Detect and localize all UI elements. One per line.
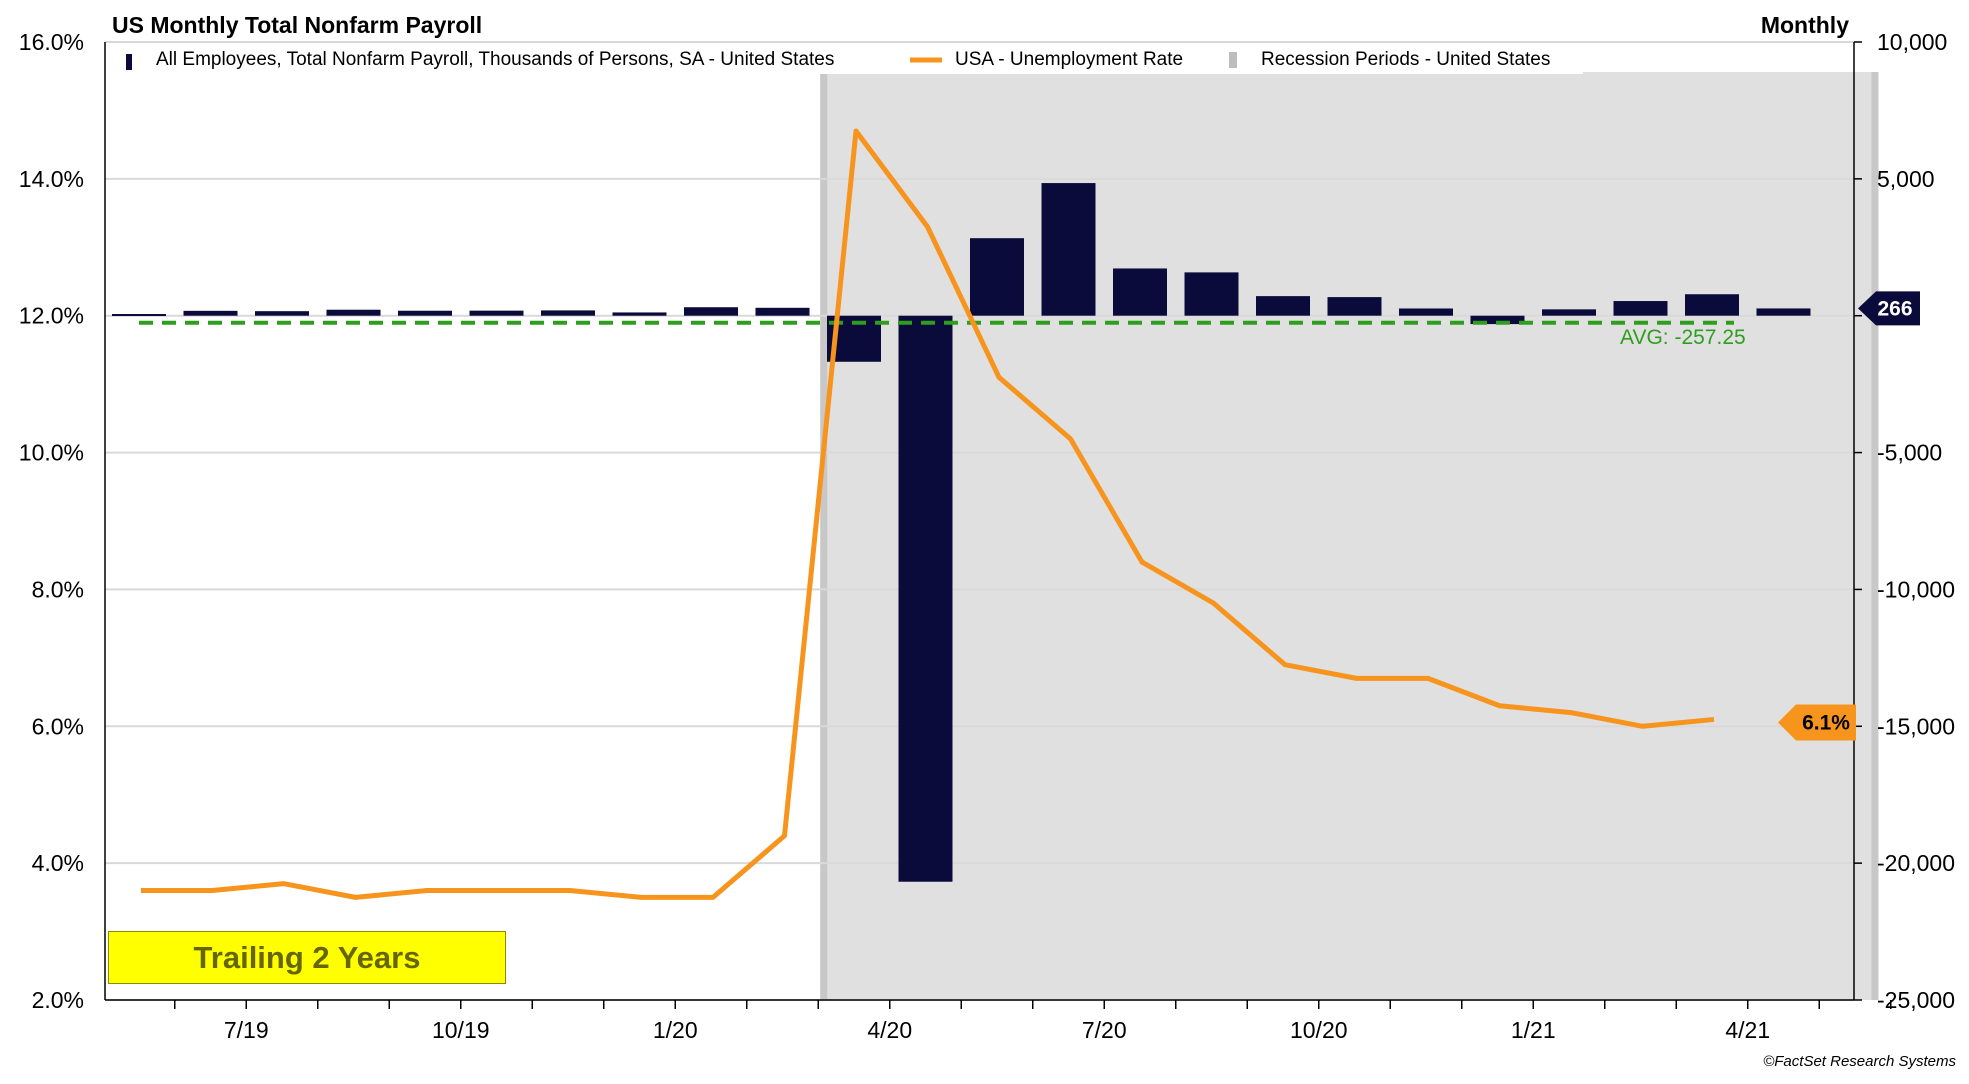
right-tick-label: -20,000 [1877,850,1955,876]
x-tick-label: 1/20 [653,1017,698,1043]
unemployment-last-value: 6.1% [1802,711,1850,734]
x-tick-label: 10/19 [432,1017,490,1043]
right-tick-label: 5,000 [1877,166,1935,192]
left-tick-label: 10.0% [19,440,84,466]
unemployment-line [141,128,1715,900]
recession-band [820,72,1879,1000]
payroll-bar [612,312,667,316]
right-tick-label: -15,000 [1877,713,1955,739]
payroll-bar [255,311,309,316]
unemployment-line-layer [141,128,1715,900]
left-tick-label: 12.0% [19,303,84,329]
right-tick-label: -5,000 [1877,440,1942,466]
recession-edge-left [820,72,828,1000]
payroll-bar [1041,183,1096,316]
right-tick-label: -25,000 [1877,987,1955,1013]
x-tick-label: 4/20 [867,1017,912,1043]
payroll-bar [469,310,524,316]
recession-edge-right [1871,72,1879,1000]
recession-layer [820,72,1879,1000]
payroll-last-value-tag [1858,291,1920,326]
payroll-bar [1113,268,1167,316]
left-tick-label: 16.0% [19,29,84,55]
x-tick-label: 10/20 [1290,1017,1348,1043]
legend-label-unemployment: USA - Unemployment Rate [955,49,1183,70]
payroll-last-value: 266 [1877,297,1912,320]
legend-background [108,44,1583,74]
payroll-bar [1399,308,1453,316]
legend-marker-recession [1229,52,1237,68]
trailing-period-badge: Trailing 2 Years [108,931,506,984]
payroll-bar [1685,294,1739,316]
payroll-bar [541,310,595,316]
frequency-label: Monthly [1761,12,1849,38]
payroll-bar [1470,315,1525,325]
average-label: AVG: -257.25 [1620,326,1746,349]
chart-title: US Monthly Total Nonfarm Payroll [112,12,482,38]
left-tick-label: 14.0% [19,166,84,192]
x-tick-label: 7/20 [1082,1017,1127,1043]
source-note: ©FactSet Research Systems [1763,1053,1956,1070]
payroll-bar [1756,308,1811,316]
payroll-bar [1542,309,1596,316]
payroll-bars [112,183,1811,882]
left-tick-label: 6.0% [32,713,84,739]
right-tick-label: -10,000 [1877,576,1955,602]
payroll-bar [398,310,452,316]
payroll-bar [898,315,953,882]
legend-marker-payroll [126,54,132,70]
x-tick-label: 4/21 [1725,1017,1770,1043]
legend: All Employees, Total Nonfarm Payroll, Th… [108,44,1583,74]
left-tick-label: 8.0% [32,576,84,602]
left-tick-label: 2.0% [32,987,84,1013]
payroll-bar [755,307,810,316]
payroll-bar [1613,301,1668,316]
legend-label-recession: Recession Periods - United States [1261,49,1550,70]
payroll-bar [970,238,1024,316]
x-tick-label: 7/19 [224,1017,269,1043]
payroll-bar [112,314,166,317]
x-tick-label: 1/21 [1511,1017,1556,1043]
payroll-bar [183,310,238,316]
payroll-bar [1184,272,1239,316]
unemployment-last-value-tag [1778,704,1856,741]
payroll-bar [1256,296,1310,316]
left-tick-label: 4.0% [32,850,84,876]
payroll-bar [326,309,381,316]
legend-label-payroll: All Employees, Total Nonfarm Payroll, Th… [156,49,834,70]
average-layer: AVG: -257.25 [139,320,1746,349]
right-tick-label: 10,000 [1877,29,1947,55]
axis-layer: 2.0% 4.0% 6.0% 8.0% 10.0% 12.0% 14.0% 16.0% -25,… [19,29,1955,1043]
payroll-bar [1327,297,1382,316]
payroll-bar [684,307,738,316]
